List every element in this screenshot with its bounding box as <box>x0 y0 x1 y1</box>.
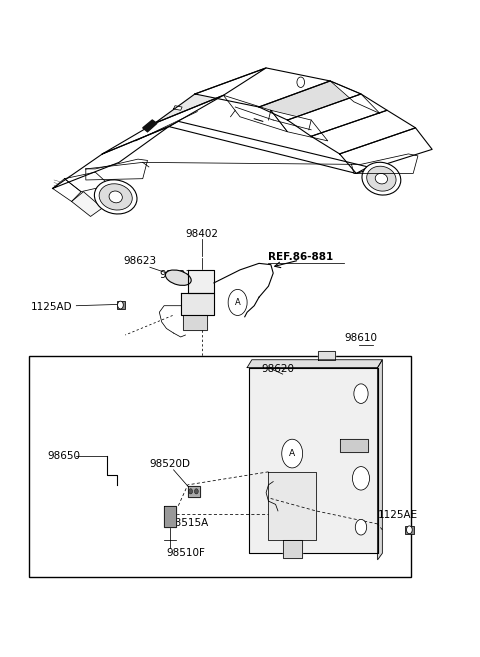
Polygon shape <box>283 540 301 558</box>
Polygon shape <box>318 351 335 360</box>
Polygon shape <box>330 81 380 114</box>
Circle shape <box>354 384 368 403</box>
Polygon shape <box>223 95 288 132</box>
Ellipse shape <box>166 270 191 285</box>
Polygon shape <box>311 110 416 154</box>
Text: 98510F: 98510F <box>167 548 205 558</box>
Polygon shape <box>340 440 368 452</box>
Text: A: A <box>289 449 295 458</box>
Text: 98402: 98402 <box>186 229 218 238</box>
Polygon shape <box>188 270 214 292</box>
Polygon shape <box>351 154 418 173</box>
Polygon shape <box>86 159 147 180</box>
Text: 98515A: 98515A <box>168 518 208 528</box>
Polygon shape <box>271 110 328 141</box>
Polygon shape <box>378 360 383 560</box>
Ellipse shape <box>99 184 132 210</box>
Polygon shape <box>288 94 387 136</box>
Text: 1125AE: 1125AE <box>378 510 418 520</box>
Circle shape <box>355 520 367 535</box>
Text: A: A <box>235 298 240 307</box>
Circle shape <box>297 77 304 87</box>
Ellipse shape <box>109 191 122 203</box>
Text: 98623: 98623 <box>124 256 157 266</box>
Text: 98650: 98650 <box>48 451 81 461</box>
Polygon shape <box>174 106 182 110</box>
Polygon shape <box>53 127 169 189</box>
Circle shape <box>118 301 123 309</box>
Text: 98610: 98610 <box>344 333 377 343</box>
Polygon shape <box>164 506 176 527</box>
Text: 98520D: 98520D <box>150 459 191 468</box>
Text: 98323A: 98323A <box>159 269 200 280</box>
Polygon shape <box>247 360 383 367</box>
Polygon shape <box>155 68 266 124</box>
Polygon shape <box>250 367 378 553</box>
Ellipse shape <box>362 162 401 195</box>
Text: 98620: 98620 <box>261 364 294 374</box>
Polygon shape <box>72 192 102 216</box>
Circle shape <box>194 489 198 494</box>
Circle shape <box>407 526 412 533</box>
Polygon shape <box>143 120 157 132</box>
Polygon shape <box>188 486 200 497</box>
Circle shape <box>282 440 302 468</box>
Polygon shape <box>195 68 330 107</box>
Circle shape <box>189 489 192 494</box>
Ellipse shape <box>375 173 387 184</box>
Polygon shape <box>53 179 81 202</box>
Ellipse shape <box>95 180 137 214</box>
Bar <box>29 356 411 578</box>
Polygon shape <box>183 315 207 330</box>
Text: REF.86-881: REF.86-881 <box>268 252 334 262</box>
Bar <box>117 301 125 309</box>
Ellipse shape <box>367 166 396 191</box>
Circle shape <box>352 466 370 490</box>
Polygon shape <box>180 292 214 315</box>
Circle shape <box>228 290 247 315</box>
Polygon shape <box>340 128 432 173</box>
Polygon shape <box>268 472 316 540</box>
Bar <box>405 526 414 533</box>
Polygon shape <box>102 95 223 154</box>
Text: 1125AD: 1125AD <box>31 302 73 312</box>
Polygon shape <box>259 81 361 120</box>
Polygon shape <box>169 122 368 173</box>
Polygon shape <box>64 172 109 192</box>
